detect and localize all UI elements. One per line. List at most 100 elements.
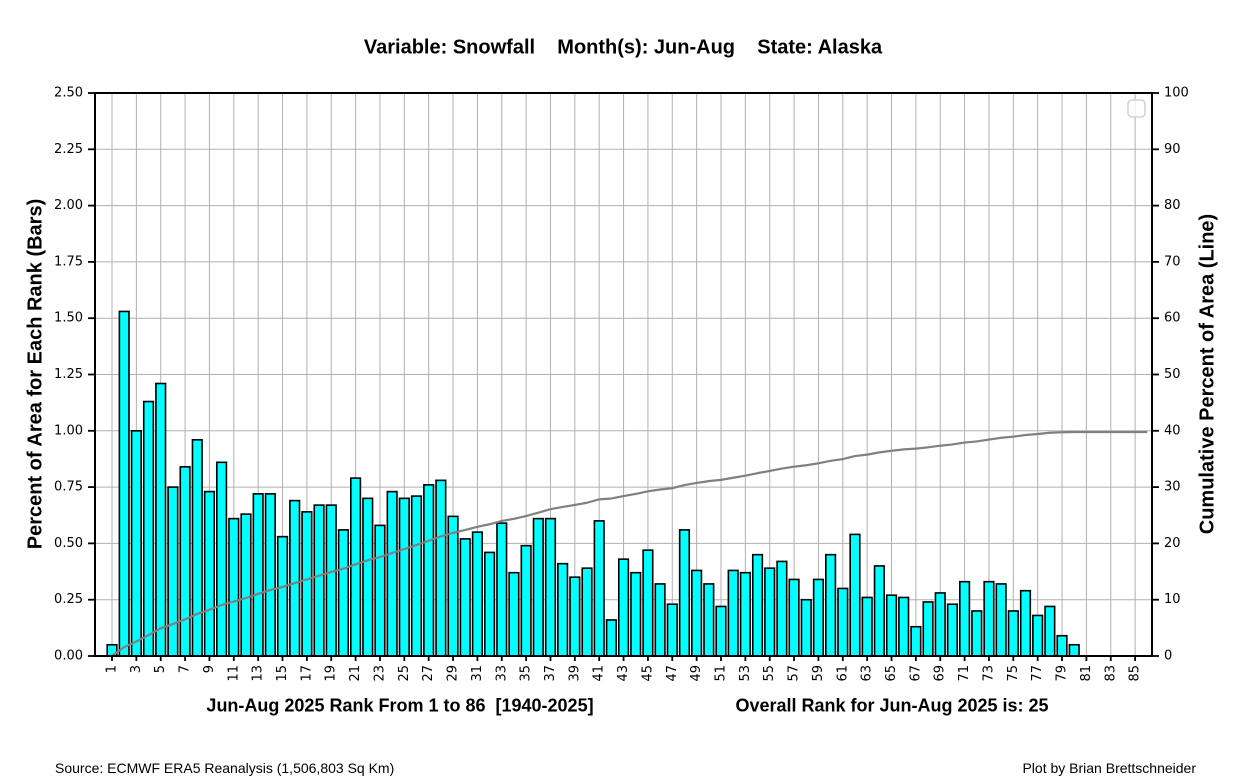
bar-rank-27	[423, 484, 435, 657]
x-tick-label: 1	[105, 665, 120, 673]
x-tick-label: 81	[1079, 665, 1094, 682]
bar-rank-28	[435, 479, 447, 657]
bar-rank-6	[167, 486, 179, 657]
x-tick-label: 79	[1055, 665, 1070, 682]
bar-rank-21	[350, 477, 362, 657]
bar-rank-70	[946, 603, 959, 657]
bar-rank-13	[252, 493, 264, 657]
x-tick-label: 43	[616, 665, 631, 682]
x-tick-label: 39	[567, 665, 582, 682]
x-axis-caption: Jun-Aug 2025 Rank From 1 to 86 [1940-202…	[206, 695, 594, 716]
y-tick-label-right: 80	[1164, 198, 1181, 213]
y-tick-label-left: 2.25	[54, 142, 83, 157]
bar-rank-19	[325, 504, 337, 657]
y-tick-label-left: 2.00	[54, 198, 83, 213]
bar-rank-23	[374, 524, 386, 657]
y-tick-label-left: 0.50	[54, 536, 83, 551]
footer-credit: Plot by Brian Brettschneider	[1022, 760, 1196, 776]
bar-rank-32	[483, 551, 496, 657]
bar-rank-31	[471, 531, 484, 657]
bar-rank-55	[764, 567, 776, 657]
bar-rank-5	[155, 382, 167, 657]
x-tick-label: 57	[787, 665, 802, 682]
bar-rank-24	[386, 490, 398, 657]
bar-rank-52	[727, 569, 739, 657]
bar-rank-11	[228, 517, 240, 657]
plot-area: 0.00 0.25 0.50 0.75 1.00 1.25 1.50 1.75 2.00 2.25…	[54, 86, 1189, 682]
x-tick-label: 59	[811, 665, 826, 682]
x-tick-label: 37	[543, 665, 558, 682]
bar-rank-54	[751, 553, 764, 657]
bar-rank-57	[788, 578, 800, 657]
bar-rank-51	[715, 605, 727, 657]
bar-rank-61	[837, 587, 849, 657]
bar-rank-4	[142, 400, 155, 657]
x-tick-label: 69	[933, 665, 948, 682]
x-tick-label: 45	[640, 665, 655, 682]
bar-rank-74	[995, 583, 1007, 657]
bar-rank-37	[544, 517, 557, 657]
y-axis-label-left: Percent of Area for Each Rank (Bars)	[24, 198, 47, 550]
y-tick-label-right: 20	[1164, 536, 1181, 551]
x-tick-label: 31	[470, 665, 485, 682]
bar-rank-53	[739, 571, 751, 657]
bar-rank-43	[617, 558, 630, 657]
legend-box	[1127, 99, 1146, 118]
x-tick-label: 7	[178, 665, 193, 673]
bar-rank-56	[776, 560, 788, 657]
y-tick-label-right: 60	[1164, 311, 1181, 326]
bar-rank-45	[642, 549, 654, 657]
x-tick-label: 63	[860, 665, 875, 682]
axis-tick-labels: 0.00 0.25 0.50 0.75 1.00 1.25 1.50 1.75 2.00 2.25…	[54, 86, 1189, 682]
x-tick-label: 77	[1030, 665, 1045, 682]
bar-rank-12	[240, 513, 252, 657]
bar-rank-3	[130, 429, 142, 657]
x-tick-label: 73	[981, 665, 996, 682]
x-tick-label: 9	[202, 665, 217, 673]
bar-rank-22	[362, 497, 374, 657]
y-tick-label-left: 1.50	[54, 311, 83, 326]
x-tick-label: 75	[1006, 665, 1021, 682]
x-tick-label: 35	[519, 665, 534, 682]
bar-rank-30	[459, 538, 471, 657]
bar-rank-76	[1019, 589, 1032, 657]
overall-rank-caption: Overall Rank for Jun-Aug 2025 is: 25	[735, 695, 1049, 716]
x-tick-label: 41	[592, 665, 607, 682]
axis-ticks	[88, 92, 1159, 661]
x-tick-label: 61	[835, 665, 850, 682]
y-tick-label-left: 0.00	[54, 649, 83, 664]
bar-rank-44	[630, 571, 642, 657]
x-tick-label: 53	[738, 665, 753, 682]
x-tick-label: 67	[908, 665, 923, 682]
bar-rank-64	[873, 565, 885, 657]
y-tick-label-left: 1.75	[54, 254, 83, 269]
bar-rank-8	[191, 439, 203, 657]
x-tick-label: 27	[421, 665, 436, 682]
bar-rank-26	[410, 495, 423, 657]
x-tick-label: 71	[957, 665, 972, 682]
x-tick-label: 47	[665, 665, 680, 682]
y-tick-label-left: 0.25	[54, 592, 83, 607]
y-tick-label-right: 100	[1164, 86, 1189, 101]
y-tick-label-right: 30	[1164, 480, 1181, 495]
x-tick-label: 85	[1128, 665, 1143, 682]
y-tick-label-right: 50	[1164, 367, 1181, 382]
bar-rank-38	[557, 562, 569, 657]
bar-rank-7	[179, 466, 191, 657]
bar-rank-14	[264, 493, 276, 657]
bar-rank-59	[812, 578, 825, 657]
cumulative-line	[111, 430, 1148, 657]
bar-rank-47	[666, 603, 678, 657]
y-tick-label-right: 40	[1164, 423, 1181, 438]
x-tick-label: 23	[372, 665, 387, 682]
bar-rank-42	[605, 619, 617, 657]
x-tick-label: 49	[689, 665, 704, 682]
bar-rank-46	[654, 583, 666, 657]
x-tick-label: 83	[1103, 665, 1118, 682]
x-tick-label: 13	[251, 665, 266, 682]
y-tick-label-right: 70	[1164, 254, 1181, 269]
bar-rank-17	[301, 511, 313, 657]
x-tick-label: 5	[153, 665, 168, 673]
x-tick-label: 3	[129, 665, 144, 673]
